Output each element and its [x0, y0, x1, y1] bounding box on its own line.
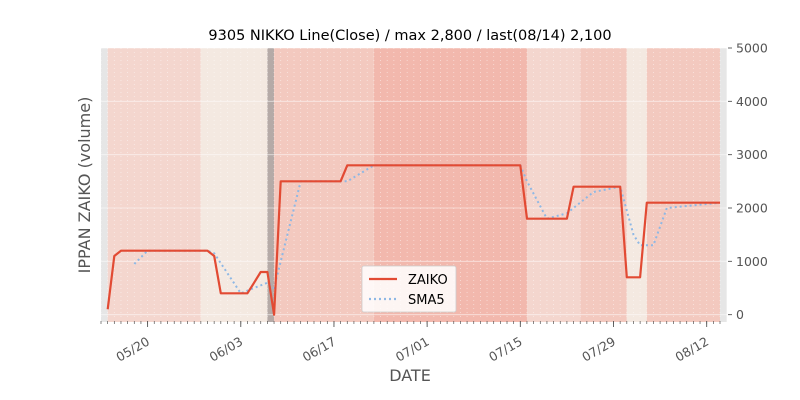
background-band [626, 48, 647, 322]
x-tick-label: 08/12 [672, 334, 711, 365]
background-band [646, 48, 720, 322]
background-band [274, 48, 374, 322]
y-tick-label: 1000 [736, 254, 768, 269]
y-tick-label: 3000 [736, 147, 768, 162]
background-band [267, 48, 275, 322]
series-layer [106, 164, 721, 316]
y-ticks: 0 1000 2000 3000 4000 5000 [728, 41, 768, 322]
y-tick-label: 4000 [736, 94, 768, 109]
x-tick-label: 07/01 [393, 334, 432, 365]
x-tick-label: 07/29 [579, 334, 618, 365]
y-tick-label: 0 [736, 307, 744, 322]
grid-lines [100, 47, 728, 320]
background-band [101, 48, 108, 322]
legend: ZAIKO SMA5 [361, 265, 457, 313]
background-band [580, 48, 627, 322]
y-tick-label: 5000 [736, 41, 768, 56]
legend-label-sma5: SMA5 [408, 293, 445, 308]
x-tick-label: 05/20 [113, 334, 152, 365]
x-ticks: 05/20 06/03 06/17 07/01 07/15 07/29 08/12 [100, 321, 721, 365]
legend-label-zaiko: ZAIKO [408, 273, 448, 288]
background-band [720, 48, 727, 322]
x-axis-label: DATE [389, 366, 431, 385]
series-line-zaiko [106, 164, 720, 316]
x-tick-label: 06/03 [207, 334, 246, 365]
x-tick-label: 06/17 [300, 334, 339, 365]
x-tick-label: 07/15 [486, 334, 525, 365]
chart-title: 9305 NIKKO Line(Close) / max 2,800 / las… [208, 28, 611, 44]
y-axis-label: IPPAN ZAIKO (volume) [75, 97, 94, 274]
y-tick-label: 2000 [736, 201, 768, 216]
legend-box [361, 265, 457, 313]
